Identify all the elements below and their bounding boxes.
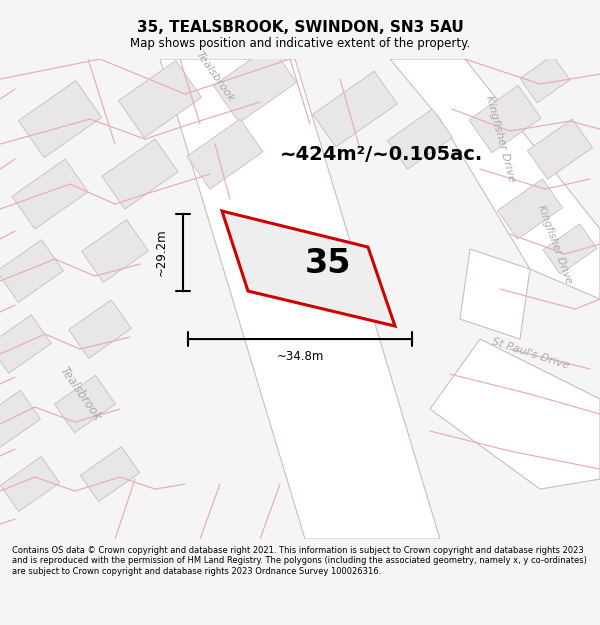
Polygon shape xyxy=(68,300,131,358)
Polygon shape xyxy=(390,59,600,299)
Polygon shape xyxy=(1,457,59,511)
Text: Contains OS data © Crown copyright and database right 2021. This information is : Contains OS data © Crown copyright and d… xyxy=(12,546,587,576)
Text: Tealsbrook: Tealsbrook xyxy=(56,364,103,424)
Polygon shape xyxy=(469,86,541,152)
Polygon shape xyxy=(0,240,64,302)
Polygon shape xyxy=(313,71,397,147)
Polygon shape xyxy=(55,376,116,432)
Polygon shape xyxy=(527,119,593,179)
Text: ~34.8m: ~34.8m xyxy=(277,349,323,362)
Text: 35: 35 xyxy=(305,248,352,280)
Polygon shape xyxy=(497,179,563,239)
Text: Map shows position and indicative extent of the property.: Map shows position and indicative extent… xyxy=(130,38,470,50)
Text: St Paul's Drive: St Paul's Drive xyxy=(490,337,570,371)
Polygon shape xyxy=(222,211,395,326)
Polygon shape xyxy=(388,109,452,169)
Polygon shape xyxy=(187,119,263,189)
Text: 35, TEALSBROOK, SWINDON, SN3 5AU: 35, TEALSBROOK, SWINDON, SN3 5AU xyxy=(137,20,463,35)
Text: Kingfisher Drive: Kingfisher Drive xyxy=(536,203,574,285)
Polygon shape xyxy=(19,81,101,158)
Polygon shape xyxy=(118,61,202,138)
Polygon shape xyxy=(160,59,440,539)
Polygon shape xyxy=(102,139,178,209)
Polygon shape xyxy=(543,224,597,274)
Polygon shape xyxy=(520,55,570,103)
Polygon shape xyxy=(0,315,52,373)
Text: ~29.2m: ~29.2m xyxy=(155,229,167,276)
Polygon shape xyxy=(460,249,530,339)
Polygon shape xyxy=(12,159,88,229)
Polygon shape xyxy=(0,391,41,448)
Polygon shape xyxy=(82,220,148,282)
Polygon shape xyxy=(430,339,600,489)
Polygon shape xyxy=(80,447,140,501)
Text: Tealsbrook: Tealsbrook xyxy=(194,50,236,104)
Text: ~424m²/~0.105ac.: ~424m²/~0.105ac. xyxy=(280,144,483,164)
Text: Kingfisher Drive: Kingfisher Drive xyxy=(484,95,517,183)
Polygon shape xyxy=(214,46,296,123)
